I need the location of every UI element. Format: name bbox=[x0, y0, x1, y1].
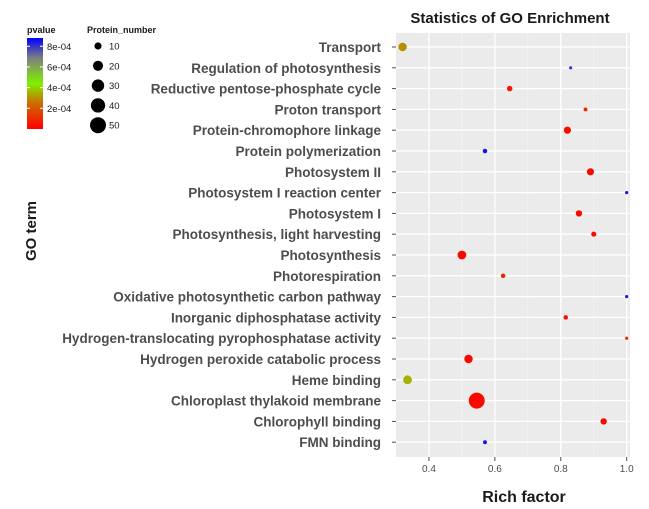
data-point bbox=[563, 126, 571, 134]
size-legend-label: 10 bbox=[109, 42, 120, 53]
y-category-label: Protein polymerization bbox=[235, 144, 381, 159]
pvalue-colorbar bbox=[27, 38, 43, 129]
data-point bbox=[403, 375, 412, 385]
x-tick-label: 0.6 bbox=[488, 464, 502, 475]
data-point bbox=[625, 191, 629, 195]
pvalue-tick-label: 4e-04 bbox=[47, 83, 71, 94]
y-category-label: Photosystem II bbox=[285, 165, 381, 180]
size-legend-label: 20 bbox=[109, 61, 120, 72]
y-category-label: Photorespiration bbox=[273, 269, 381, 284]
data-point bbox=[569, 66, 573, 70]
data-point bbox=[482, 148, 488, 154]
y-category-label: Inorganic diphosphatase activity bbox=[171, 310, 382, 325]
data-point bbox=[483, 440, 487, 445]
y-category-label: Protein-chromophore linkage bbox=[193, 123, 382, 138]
size-legend-dot bbox=[90, 117, 106, 134]
pvalue-legend-title: pvalue bbox=[27, 25, 56, 35]
size-legend-dot bbox=[92, 60, 104, 71]
y-category-label: Photosystem I bbox=[289, 206, 381, 221]
plot-panel bbox=[396, 33, 630, 457]
y-category-label: Regulation of photosynthesis bbox=[191, 61, 381, 76]
y-category-label: Chlorophyll binding bbox=[254, 414, 381, 429]
y-category-label: Reductive pentose-phosphate cycle bbox=[151, 82, 382, 97]
y-category-label: FMN binding bbox=[299, 435, 381, 450]
size-legend-dot bbox=[90, 98, 106, 113]
size-legend-dot bbox=[91, 79, 105, 92]
data-point bbox=[457, 250, 467, 260]
size-legend-label: 30 bbox=[109, 81, 120, 92]
pvalue-ticks: 2e-04 4e-04 6e-04 8e-04 bbox=[27, 42, 71, 115]
x-tick-label: 0.4 bbox=[422, 464, 436, 475]
data-point bbox=[625, 295, 629, 299]
y-axis-label: GO term bbox=[23, 201, 40, 261]
size-legend-label: 40 bbox=[109, 101, 120, 112]
data-point bbox=[575, 210, 583, 217]
size-legend-label: 50 bbox=[109, 121, 120, 132]
data-point bbox=[500, 273, 506, 279]
y-category-label: Hydrogen-translocating pyrophosphatase a… bbox=[62, 331, 381, 346]
data-point bbox=[625, 336, 629, 340]
data-point bbox=[398, 42, 407, 52]
axis-ticks: 0.4 0.6 0.8 1.0 bbox=[422, 457, 634, 475]
data-points bbox=[398, 42, 629, 445]
y-category-label: Oxidative photosynthetic carbon pathway bbox=[113, 290, 381, 305]
y-category-label: Photosynthesis, light harvesting bbox=[172, 227, 381, 242]
size-legend-items: 10 20 30 40 50 bbox=[90, 42, 120, 134]
y-category-label: Photosystem I reaction center bbox=[188, 186, 382, 201]
pvalue-tick-label: 6e-04 bbox=[47, 62, 71, 73]
data-point bbox=[586, 168, 595, 176]
y-category-label: Heme binding bbox=[292, 373, 381, 388]
protein-number-legend-title: Protein_number bbox=[87, 25, 157, 35]
y-category-label: Transport bbox=[319, 40, 382, 55]
data-point bbox=[563, 315, 568, 320]
data-point bbox=[468, 392, 485, 409]
y-category-label: Hydrogen peroxide catabolic process bbox=[140, 352, 381, 367]
data-point bbox=[600, 418, 607, 425]
pvalue-legend: pvalue 2e-04 4e-04 6e-04 8e-04 bbox=[27, 25, 71, 129]
x-tick-label: 1.0 bbox=[620, 464, 634, 475]
data-point bbox=[583, 107, 588, 112]
y-category-label: Chloroplast thylakoid membrane bbox=[171, 394, 382, 409]
protein-number-legend: Protein_number 10 20 30 40 50 bbox=[87, 25, 157, 134]
chart-title: Statistics of GO Enrichment bbox=[410, 10, 609, 27]
data-point bbox=[591, 231, 597, 237]
size-legend-dot bbox=[94, 42, 102, 50]
x-tick-label: 0.8 bbox=[554, 464, 568, 475]
pvalue-tick-label: 8e-04 bbox=[47, 42, 71, 53]
pvalue-tick-label: 2e-04 bbox=[47, 104, 71, 115]
x-axis-label: Rich factor bbox=[482, 489, 566, 506]
data-point bbox=[464, 354, 473, 364]
y-category-label: Proton transport bbox=[275, 102, 382, 117]
data-point bbox=[506, 85, 513, 92]
y-category-label: Photosynthesis bbox=[280, 248, 381, 263]
y-axis-categories: Transport Regulation of photosynthesis Red… bbox=[62, 40, 396, 450]
